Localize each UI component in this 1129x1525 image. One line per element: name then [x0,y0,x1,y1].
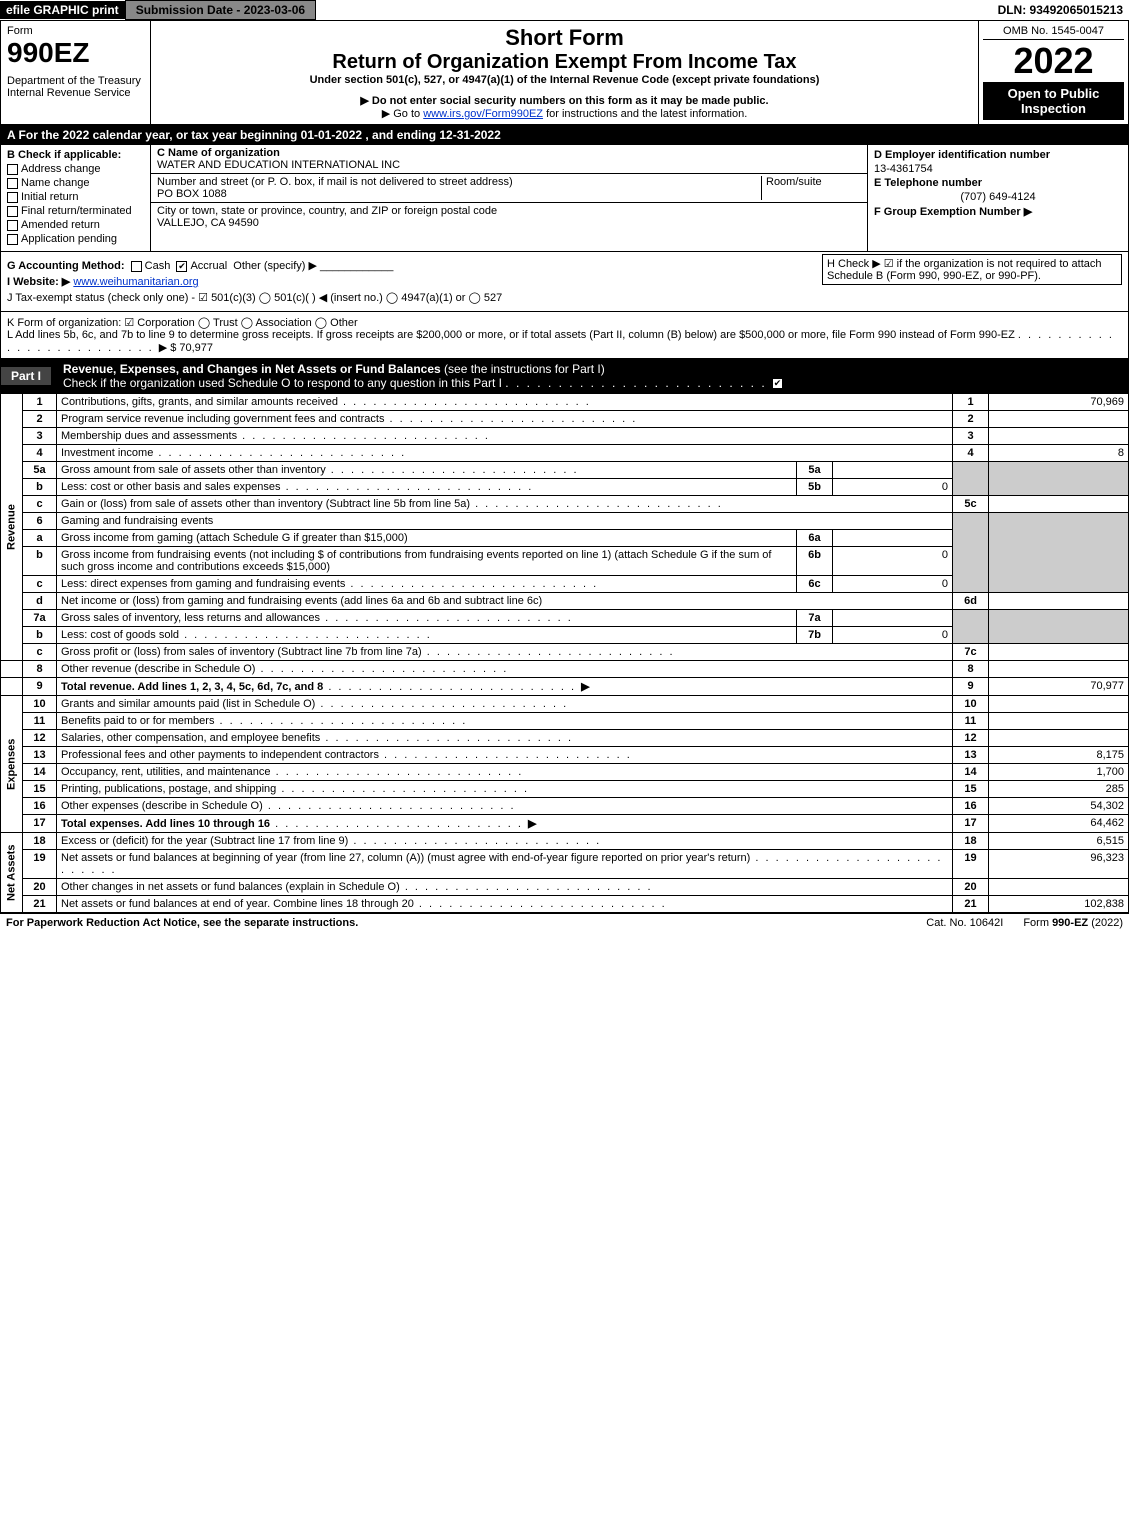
city-label: City or town, state or province, country… [157,205,861,217]
ein-value: 13-4361754 [874,163,1122,175]
public-inspection-badge: Open to Public Inspection [983,82,1124,120]
lines-table: Revenue 1 Contributions, gifts, grants, … [0,393,1129,913]
tax-year: 2022 [983,40,1124,82]
form-header: Form 990EZ Department of the Treasury In… [0,21,1129,125]
side-revenue: Revenue [1,394,23,661]
cash-checkbox[interactable] [131,261,142,272]
room-label: Room/suite [766,176,861,188]
col-def: D Employer identification number 13-4361… [868,145,1128,251]
j-line: J Tax-exempt status (check only one) - ☑… [7,291,1122,304]
part1-header: Part I Revenue, Expenses, and Changes in… [0,359,1129,393]
footer-center: Cat. No. 10642I [906,917,1023,929]
header-right: OMB No. 1545-0047 2022 Open to Public In… [978,21,1128,124]
phone-value: (707) 649-4124 [874,191,1122,203]
submission-date: Submission Date - 2023-03-06 [125,0,316,20]
irs-link[interactable]: www.irs.gov/Form990EZ [423,108,543,120]
k-line: K Form of organization: ☑ Corporation ◯ … [7,316,1122,329]
website-link[interactable]: www.weihumanitarian.org [73,276,198,288]
checkbox-address-change[interactable]: Address change [7,163,144,175]
header-center: Short Form Return of Organization Exempt… [151,21,978,124]
checkbox-application-pending[interactable]: Application pending [7,233,144,245]
f-label: F Group Exemption Number ▶ [874,205,1122,218]
checkbox-name-change[interactable]: Name change [7,177,144,189]
form-title: Return of Organization Exempt From Incom… [159,51,970,74]
street-value: PO BOX 1088 [157,188,761,200]
street-label: Number and street (or P. O. box, if mail… [157,176,761,188]
city-value: VALLEJO, CA 94590 [157,217,861,229]
short-form: Short Form [159,25,970,51]
footer-left: For Paperwork Reduction Act Notice, see … [6,917,906,929]
b-label: B Check if applicable: [7,149,144,161]
h-box: H Check ▶ ☑ if the organization is not r… [822,254,1122,285]
l-line: L Add lines 5b, 6c, and 7b to line 9 to … [7,329,1122,354]
efile-bar: efile GRAPHIC print Submission Date - 20… [0,0,1129,21]
section-ghij: H Check ▶ ☑ if the organization is not r… [0,252,1129,312]
part1-checkbox[interactable]: ✔ [772,378,783,389]
dln: DLN: 93492065015213 [992,1,1129,19]
form-word: Form [7,25,144,37]
row-a: A For the 2022 calendar year, or tax yea… [0,125,1129,145]
section-bcdef: B Check if applicable: Address change Na… [0,145,1129,252]
form-number: 990EZ [7,37,144,69]
col-c: C Name of organization WATER AND EDUCATI… [151,145,868,251]
footer-right: Form 990-EZ (2022) [1023,917,1123,929]
c-name-label: C Name of organization [157,147,861,159]
efile-label: efile GRAPHIC print [0,1,125,19]
side-expenses: Expenses [1,696,23,833]
form-subtitle: Under section 501(c), 527, or 4947(a)(1)… [159,74,970,86]
checkbox-initial-return[interactable]: Initial return [7,191,144,203]
side-net-assets: Net Assets [1,833,23,913]
col-b: B Check if applicable: Address change Na… [1,145,151,251]
page-footer: For Paperwork Reduction Act Notice, see … [0,913,1129,932]
part1-title: Revenue, Expenses, and Changes in Net As… [59,360,1128,392]
e-label: E Telephone number [874,177,1122,189]
part1-tag: Part I [1,367,51,385]
section-kl: K Form of organization: ☑ Corporation ◯ … [0,312,1129,359]
accrual-checkbox[interactable]: ✔ [176,261,187,272]
department: Department of the Treasury Internal Reve… [7,75,144,99]
d-label: D Employer identification number [874,149,1122,161]
omb-number: OMB No. 1545-0047 [983,25,1124,40]
checkbox-final-return[interactable]: Final return/terminated [7,205,144,217]
checkbox-amended-return[interactable]: Amended return [7,219,144,231]
goto-note: ▶ Go to www.irs.gov/Form990EZ for instru… [159,107,970,120]
org-name: WATER AND EDUCATION INTERNATIONAL INC [157,159,861,171]
header-left: Form 990EZ Department of the Treasury In… [1,21,151,124]
ssn-note: ▶ Do not enter social security numbers o… [159,94,970,107]
